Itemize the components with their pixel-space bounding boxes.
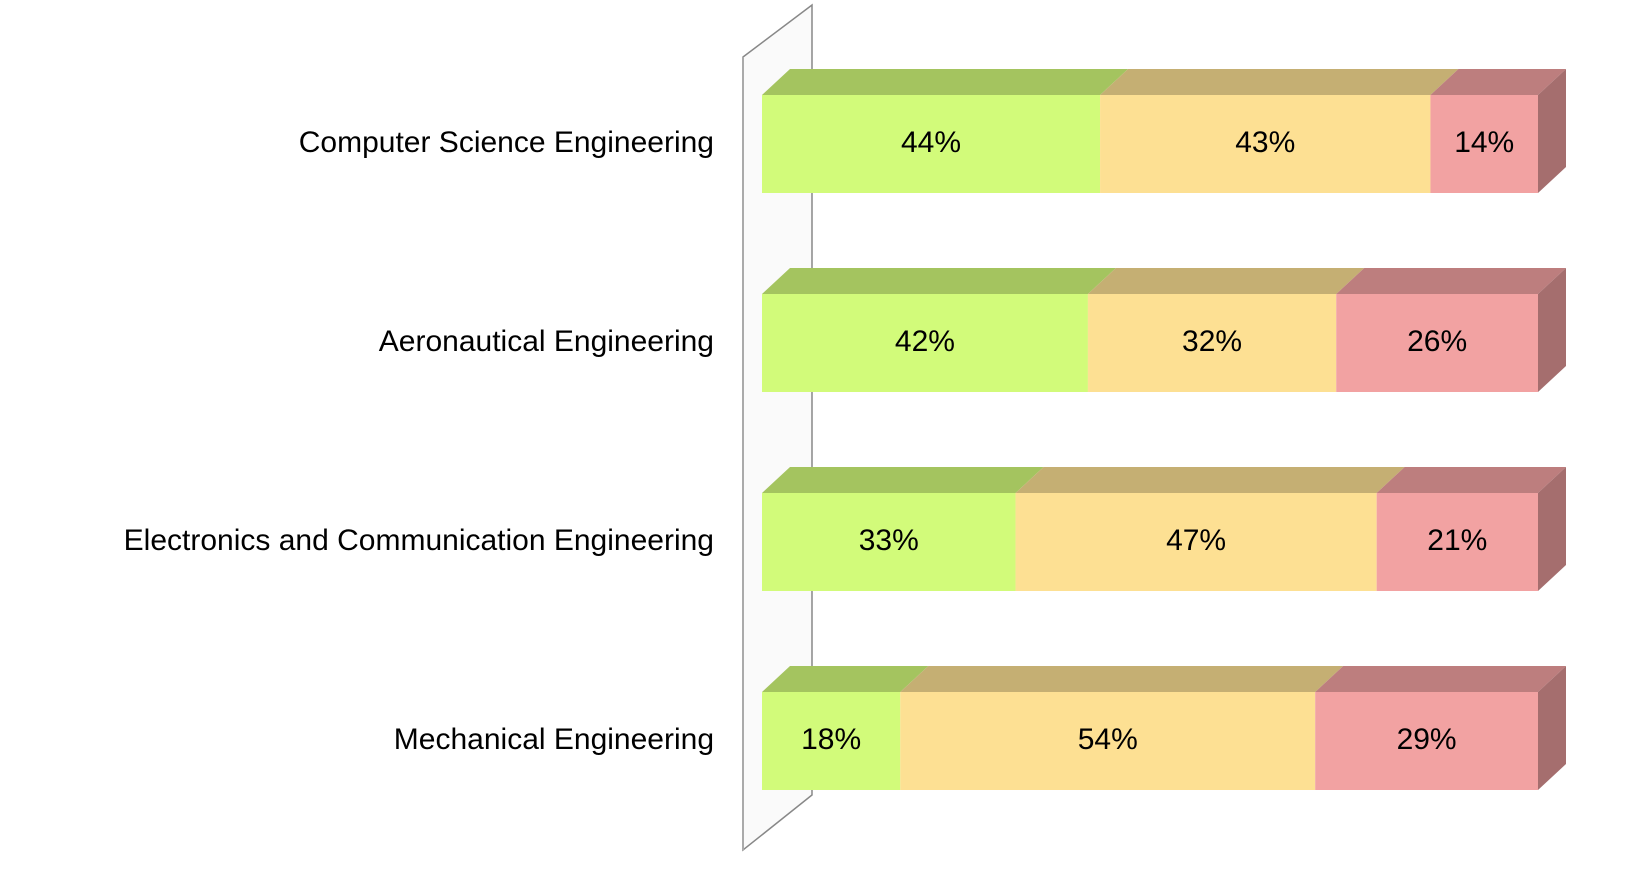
bar-side (1538, 666, 1566, 790)
data-label: 14% (1454, 126, 1514, 159)
data-label: 26% (1407, 325, 1467, 358)
bar-segment (762, 294, 1088, 392)
bar-side (1538, 69, 1566, 193)
bar-top (1087, 268, 1365, 294)
data-label: 21% (1427, 524, 1487, 557)
bar-top (762, 69, 1129, 95)
bar-segment (762, 692, 901, 790)
bar-top (1315, 666, 1566, 692)
bar-top (762, 666, 929, 692)
data-label: 42% (895, 325, 955, 358)
bar-segment (900, 692, 1316, 790)
data-label: 33% (859, 524, 919, 557)
category-label: Electronics and Communication Engineerin… (124, 524, 714, 557)
bar-side (1538, 268, 1566, 392)
bar-segment (762, 95, 1101, 193)
data-label: 44% (901, 126, 961, 159)
bar-top (762, 268, 1116, 294)
bar-segment (1376, 493, 1538, 591)
data-label: 29% (1397, 723, 1457, 756)
category-label: Aeronautical Engineering (379, 325, 714, 358)
bar-top (900, 666, 1344, 692)
bar-top (1336, 268, 1566, 294)
bar-segment (762, 493, 1016, 591)
data-label: 32% (1182, 325, 1242, 358)
data-label: 54% (1078, 723, 1138, 756)
bar-segment (1100, 95, 1431, 193)
category-label: Mechanical Engineering (394, 723, 714, 756)
category-label: Computer Science Engineering (299, 126, 714, 159)
bar-segment (1015, 493, 1377, 591)
bar-top (1376, 467, 1566, 493)
bar-segment (1315, 692, 1538, 790)
data-label: 43% (1235, 126, 1295, 159)
data-label: 47% (1166, 524, 1226, 557)
bar-top (762, 467, 1044, 493)
data-label: 18% (801, 723, 861, 756)
bar-top (1100, 69, 1459, 95)
bar-segment (1336, 294, 1538, 392)
bar-top (1430, 69, 1566, 95)
bar-top (1015, 467, 1405, 493)
bar-segment (1430, 95, 1538, 193)
bar-side (1538, 467, 1566, 591)
bar-segment (1087, 294, 1337, 392)
